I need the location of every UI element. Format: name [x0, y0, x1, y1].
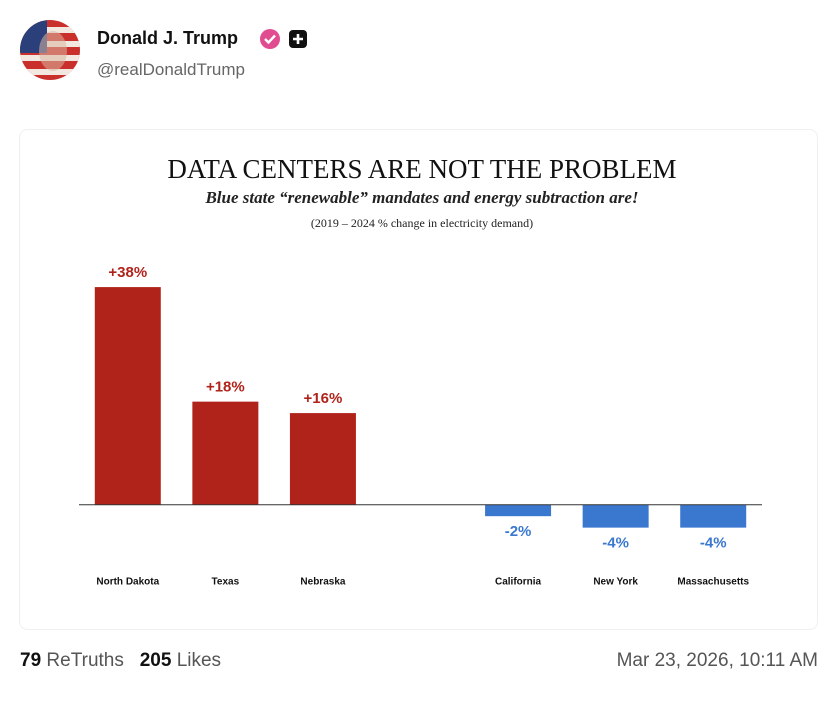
bar — [94, 287, 161, 505]
bar — [680, 504, 747, 528]
data-label: +16% — [304, 390, 343, 407]
x-tick-label: Massachusetts — [677, 577, 749, 588]
chart: DATA CENTERS ARE NOT THE PROBLEM Blue st… — [19, 129, 818, 630]
data-label: -2% — [505, 523, 532, 540]
badges — [260, 29, 307, 49]
chart-note: (2019 – 2024 % change in electricity dem… — [311, 216, 533, 230]
likes-label[interactable]: Likes — [176, 650, 222, 671]
x-tick-label: Texas — [212, 577, 240, 588]
engagement: 79 ReTruths 205 Likes — [20, 650, 221, 672]
chart-title: DATA CENTERS ARE NOT THE PROBLEM — [167, 154, 676, 184]
x-tick-label: North Dakota — [96, 577, 159, 588]
data-label: +18% — [206, 379, 245, 396]
bar — [289, 413, 356, 505]
x-tick-label: New York — [593, 577, 638, 588]
likes-count[interactable]: 205 — [139, 650, 172, 671]
author-handle[interactable]: @realDonaldTrump — [97, 60, 245, 79]
data-label: -4% — [700, 535, 727, 552]
data-label: -4% — [602, 535, 629, 552]
x-tick-label: Nebraska — [300, 577, 345, 588]
retruths-count[interactable]: 79 — [20, 650, 42, 671]
bar — [192, 401, 259, 505]
bar — [485, 504, 552, 517]
bar — [582, 504, 649, 528]
author-name[interactable]: Donald J. Trump — [97, 28, 239, 48]
x-tick-label: California — [495, 577, 542, 588]
chart-subtitle: Blue state “renewable” mandates and ener… — [204, 188, 638, 207]
data-label: +38% — [108, 264, 147, 281]
timestamp[interactable]: Mar 23, 2026, 10:11 AM — [616, 650, 818, 671]
avatar[interactable] — [19, 19, 81, 81]
retruths-label[interactable]: ReTruths — [46, 650, 124, 671]
